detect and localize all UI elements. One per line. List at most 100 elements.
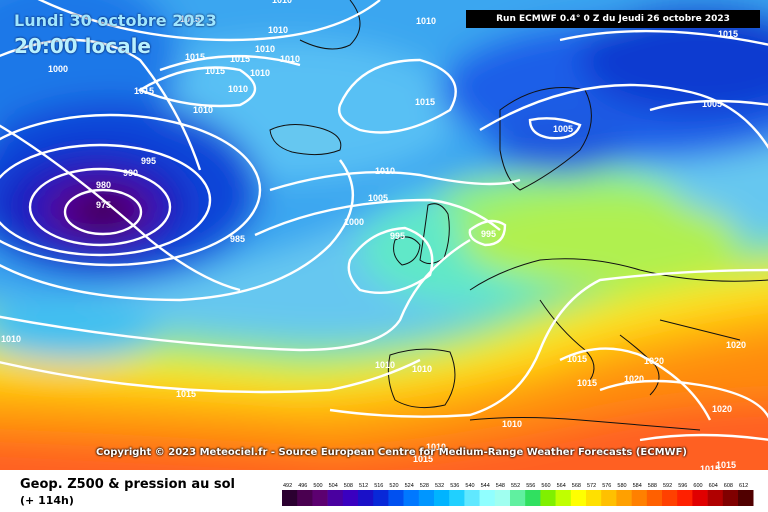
scale-swatch [540, 490, 556, 506]
isobar-label: 985 [230, 234, 245, 244]
run-info: Run ECMWF 0.4° 0 Z du Jeudi 26 octobre 2… [466, 10, 760, 28]
scale-swatch [403, 490, 420, 506]
scale-swatch [586, 490, 602, 506]
scale-label: 532 [435, 483, 444, 489]
isobar-label: 1010 [412, 364, 432, 374]
scale-label: 596 [678, 483, 687, 489]
scale-swatch [358, 490, 374, 506]
scale-label: 592 [663, 483, 672, 489]
scale-label: 500 [313, 483, 322, 489]
isobar-label: 1005 [702, 99, 722, 109]
scale-swatch [449, 490, 465, 506]
scale-label: 520 [389, 483, 398, 489]
scale-swatch [479, 490, 496, 506]
scale-swatch [373, 490, 389, 506]
scale-label: 492 [283, 483, 292, 489]
scale-swatch [601, 490, 617, 506]
copyright-text: Copyright © 2023 Meteociel.fr - Source E… [96, 447, 687, 458]
isobar-label: 1015 [718, 29, 738, 39]
scale-label: 496 [298, 483, 307, 489]
scale-swatch [464, 490, 480, 506]
scale-swatch [692, 490, 708, 506]
isobar-label: 1020 [712, 404, 732, 414]
isobar-label: 995 [141, 156, 156, 166]
scale-swatch [327, 490, 344, 506]
scale-swatch [662, 490, 678, 506]
isobar-label: 1005 [553, 124, 573, 134]
scale-swatch [677, 490, 693, 506]
isobar-label: 1005 [368, 193, 388, 203]
isobar-label: 1015 [413, 454, 433, 464]
isobar-label: 1010 [375, 360, 395, 370]
scale-label: 548 [496, 483, 505, 489]
scale-swatch [738, 490, 754, 506]
scale-swatch [297, 490, 313, 506]
isobar-label: 1015 [180, 14, 200, 24]
map-canvas: 1015 1010 1010 1010 1015 1015 1015 1010 … [0, 0, 768, 470]
isobar-label: 1010 [426, 442, 446, 452]
isobar-label: 1015 [230, 54, 250, 64]
isobar-label: 1015 [185, 52, 205, 62]
scale-label: 560 [541, 483, 550, 489]
scale-label: 580 [617, 483, 626, 489]
scale-label: 528 [420, 483, 429, 489]
isobar-label: 1010 [250, 68, 270, 78]
lead-time: (+ 114h) [20, 494, 74, 507]
color-scale-legend: 492 496 500 504 508 512 516 520 524 528 532 536 540 5… [282, 483, 754, 506]
isobar-label: 1010 [416, 16, 436, 26]
scale-swatch [616, 490, 632, 506]
geopotential-field [0, 0, 768, 470]
isobar-label: 1010 [255, 44, 275, 54]
isobar-label: 1015 [567, 354, 587, 364]
scale-label: 536 [450, 483, 459, 489]
scale-label: 552 [511, 483, 520, 489]
valid-date: Lundi 30 octobre 2023 [14, 11, 217, 30]
isobar-label: 1015 [700, 464, 720, 470]
scale-swatch [342, 490, 359, 506]
scale-label: 524 [405, 483, 414, 489]
isobar-label: 1010 [375, 166, 395, 176]
isobar-label: 990 [123, 168, 138, 178]
isobar-label: 1015 [716, 460, 736, 470]
isobar-label: 1010 [1, 334, 21, 344]
scale-label: 608 [724, 483, 733, 489]
scale-swatch [555, 490, 572, 506]
scale-swatch [510, 490, 526, 506]
scale-label: 504 [329, 483, 338, 489]
forecast-map: 1015 1010 1010 1010 1015 1015 1015 1010 … [0, 0, 768, 470]
scale-swatch [282, 490, 298, 506]
isobar-label: 1015 [176, 389, 196, 399]
isobar-label: 1015 [577, 378, 597, 388]
scale-label: 612 [739, 483, 748, 489]
scale-swatch [722, 490, 739, 506]
coastlines [269, 0, 768, 431]
isobar-label: 1015 [134, 86, 154, 96]
scale-swatch [388, 490, 404, 506]
scale-swatch [312, 490, 328, 506]
scale-label: 584 [633, 483, 642, 489]
scale-swatch [646, 490, 663, 506]
isobar-label: 1020 [644, 356, 664, 366]
valid-time: 20:00 locale [14, 34, 151, 58]
scale-swatch [631, 490, 648, 506]
isobar-label: 1010 [502, 419, 522, 429]
isobar-label: 995 [481, 229, 496, 239]
scale-label: 564 [557, 483, 566, 489]
isobar-label: 975 [96, 200, 111, 210]
isobars [0, 0, 768, 440]
isobar-label: 1020 [624, 374, 644, 384]
scale-label: 600 [693, 483, 702, 489]
isobar-label: 1015 [205, 66, 225, 76]
isobar-label: 1000 [48, 64, 68, 74]
product-title: Geop. Z500 & pression au sol [20, 477, 235, 492]
scale-label: 544 [481, 483, 490, 489]
scale-label: 516 [374, 483, 383, 489]
isobar-label: 1010 [280, 54, 300, 64]
isobar-label: 1010 [272, 0, 292, 5]
isobar-label: 1000 [344, 217, 364, 227]
scale-label: 568 [572, 483, 581, 489]
scale-swatch [570, 490, 587, 506]
scale-swatch [418, 490, 435, 506]
scale-label: 604 [709, 483, 718, 489]
scale-swatch [434, 490, 450, 506]
